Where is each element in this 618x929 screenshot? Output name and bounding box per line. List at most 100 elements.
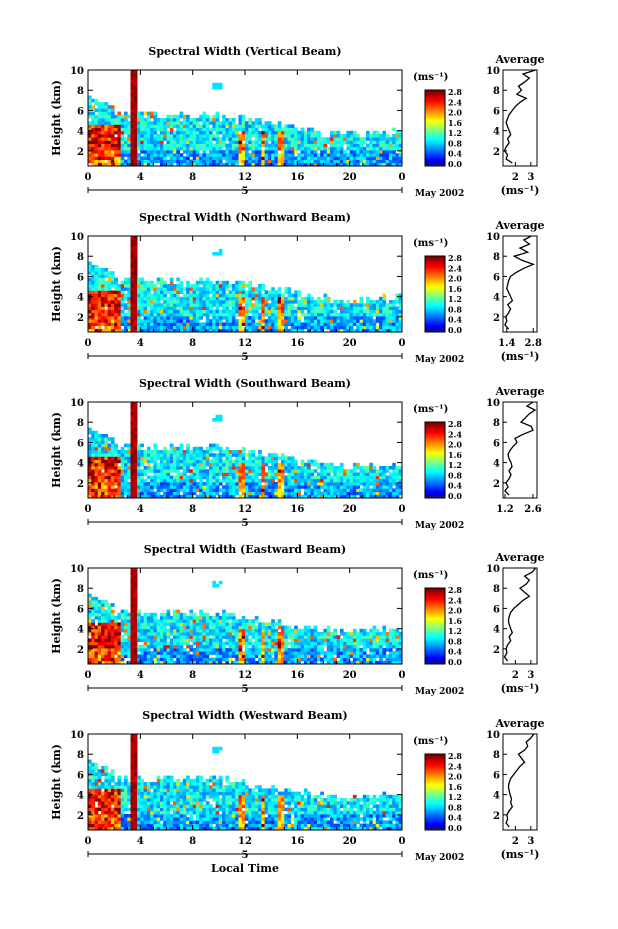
heatmap-cell bbox=[107, 475, 112, 480]
heatmap-cell bbox=[228, 312, 233, 317]
heatmap-cell bbox=[94, 600, 99, 604]
heatmap-cell bbox=[137, 491, 141, 496]
heatmap-cell bbox=[140, 140, 144, 144]
heatmap-cell bbox=[130, 453, 135, 457]
heatmap-cell bbox=[281, 296, 285, 301]
heatmap-cell bbox=[173, 466, 177, 470]
heatmap-cell bbox=[189, 127, 194, 132]
colorbar-swatch bbox=[425, 103, 445, 106]
heatmap-cell bbox=[277, 482, 282, 486]
heatmap-cell bbox=[375, 140, 380, 144]
heatmap-cell bbox=[94, 475, 99, 480]
heatmap-cell bbox=[146, 293, 151, 298]
heatmap-cell bbox=[110, 114, 115, 119]
heatmap-cell bbox=[375, 134, 380, 138]
heatmap-cell bbox=[91, 290, 95, 294]
heatmap-cell bbox=[359, 478, 364, 483]
heatmap-cell bbox=[143, 491, 148, 496]
heatmap-cell bbox=[189, 622, 194, 626]
heatmap-cell bbox=[366, 146, 370, 151]
heatmap-cell bbox=[156, 159, 161, 164]
heatmap-cell bbox=[163, 488, 167, 492]
heatmap-cell bbox=[202, 300, 207, 304]
heatmap-cell bbox=[248, 130, 252, 135]
heatmap-cell bbox=[133, 284, 138, 288]
colorbar-tick-label: 0.0 bbox=[448, 491, 462, 501]
heatmap-cell bbox=[254, 293, 259, 298]
heatmap-cell bbox=[290, 156, 295, 160]
heatmap-cell bbox=[120, 648, 125, 652]
heatmap-cell bbox=[245, 130, 249, 135]
heatmap-cell bbox=[182, 622, 187, 626]
heatmap-cell bbox=[130, 134, 135, 138]
heatmap-cell bbox=[107, 453, 112, 457]
heatmap-cell bbox=[117, 316, 122, 320]
heatmap-cell bbox=[222, 459, 226, 464]
heatmap-cell bbox=[228, 328, 233, 333]
heatmap-cell bbox=[173, 462, 177, 467]
heatmap-cell bbox=[133, 590, 138, 594]
heatmap-cell bbox=[189, 290, 194, 294]
heatmap-cell bbox=[189, 124, 194, 128]
heatmap-cell bbox=[235, 287, 239, 291]
heatmap-cell bbox=[97, 121, 102, 125]
heatmap-cell bbox=[143, 303, 148, 307]
heatmap-cell bbox=[124, 488, 128, 492]
heatmap-cell bbox=[274, 456, 279, 460]
colorbar-swatch bbox=[425, 128, 445, 131]
heatmap-cell bbox=[186, 143, 190, 148]
heatmap-cell bbox=[231, 482, 236, 486]
heatmap-cell bbox=[130, 402, 135, 406]
heatmap-cell bbox=[137, 494, 141, 499]
heatmap-cell bbox=[388, 159, 393, 164]
heatmap-cell bbox=[398, 325, 403, 330]
heatmap-cell bbox=[182, 453, 187, 457]
heatmap-cell bbox=[199, 491, 203, 496]
heatmap-cell bbox=[127, 446, 131, 451]
heatmap-cell bbox=[124, 443, 128, 448]
heatmap-cell bbox=[107, 485, 112, 489]
heatmap-cell bbox=[176, 306, 180, 310]
heatmap-cell bbox=[127, 316, 131, 320]
heatmap-cell bbox=[310, 140, 315, 144]
average-x-tick-label: 2.8 bbox=[525, 338, 542, 349]
heatmap-cell bbox=[146, 638, 151, 642]
heatmap-cell bbox=[160, 290, 164, 294]
heatmap-cell bbox=[163, 303, 167, 307]
heatmap-cell bbox=[218, 328, 223, 333]
heatmap-cell bbox=[127, 491, 131, 496]
heatmap-cell bbox=[359, 300, 364, 304]
heatmap-cell bbox=[352, 488, 357, 492]
heatmap-cell bbox=[97, 485, 102, 489]
heatmap-cell bbox=[313, 328, 318, 333]
heatmap-cell bbox=[101, 102, 105, 106]
heatmap-cell bbox=[202, 648, 207, 652]
heatmap-cell bbox=[199, 485, 203, 489]
heatmap-cell bbox=[343, 475, 347, 480]
heatmap-cell bbox=[218, 127, 223, 132]
heatmap-cell bbox=[94, 121, 99, 125]
heatmap-cell bbox=[339, 482, 344, 486]
heatmap-cell bbox=[251, 127, 256, 132]
heatmap-cell bbox=[195, 156, 200, 160]
heatmap-cell bbox=[117, 287, 122, 291]
heatmap-cell bbox=[258, 462, 262, 467]
average-y-tick-label: 6 bbox=[493, 438, 500, 449]
heatmap-cell bbox=[189, 137, 194, 141]
heatmap-cell bbox=[120, 156, 125, 160]
heatmap-cell bbox=[137, 635, 141, 639]
heatmap-cell bbox=[182, 140, 187, 144]
heatmap-cell bbox=[163, 641, 167, 646]
colorbar-swatch bbox=[425, 112, 445, 116]
heatmap-cell bbox=[281, 137, 285, 141]
heatmap-cell bbox=[372, 319, 377, 323]
heatmap-cell bbox=[222, 469, 226, 473]
heatmap-cell bbox=[143, 325, 148, 330]
heatmap-cell bbox=[130, 638, 135, 642]
heatmap-cell bbox=[101, 635, 105, 639]
heatmap-cell bbox=[137, 619, 141, 623]
heatmap-cell bbox=[97, 609, 102, 614]
heatmap-cell bbox=[150, 134, 154, 138]
heatmap-cell bbox=[366, 130, 370, 135]
heatmap-cell bbox=[264, 478, 269, 483]
